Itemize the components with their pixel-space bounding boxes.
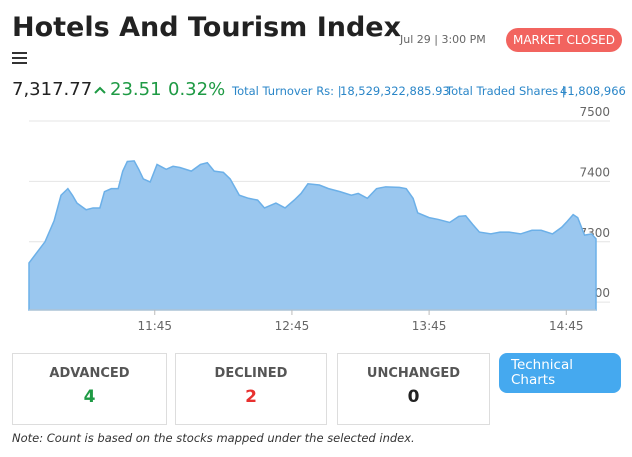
turnover: 18,529,322,885.93: [340, 84, 450, 98]
count-card: UNCHANGED 0: [337, 353, 490, 425]
shares-label: Total Traded Shares |: [446, 84, 566, 98]
price: 7,317.77: [12, 79, 93, 100]
datetime: Jul 29 | 3:00 PM: [400, 33, 486, 46]
count-card: DECLINED 2: [175, 353, 327, 425]
menu-icon[interactable]: [12, 51, 28, 65]
turnover-label: Total Turnover Rs: |: [232, 84, 342, 98]
card-value: 2: [245, 387, 257, 407]
up-caret: [94, 86, 106, 94]
card-value: 4: [83, 387, 96, 407]
y-tick-label: 7500: [579, 105, 610, 119]
card-label: UNCHANGED: [366, 366, 461, 381]
x-tick-label: 14:45: [549, 319, 584, 333]
count-card: ADVANCED 4: [12, 353, 167, 425]
area: [28, 160, 597, 311]
card-value: 0: [407, 387, 420, 407]
change: 23.51: [110, 79, 162, 100]
technical-charts-button[interactable]: Technical Charts: [499, 353, 621, 393]
shares: 41,808,966: [560, 84, 626, 98]
note: Note: Count is based on the stocks mappe…: [12, 431, 415, 445]
change-percent: 0.32%: [168, 79, 226, 100]
market-status: MARKET CLOSED: [506, 28, 622, 52]
x-tick-label: 11:45: [137, 319, 172, 333]
x-tick-label: 12:45: [275, 319, 310, 333]
title: Hotels And Tourism Index: [12, 12, 402, 43]
card-label: DECLINED: [214, 366, 288, 381]
card-label: ADVANCED: [49, 366, 130, 381]
y-tick-label: 7400: [579, 165, 610, 179]
x-tick-label: 13:45: [412, 319, 447, 333]
